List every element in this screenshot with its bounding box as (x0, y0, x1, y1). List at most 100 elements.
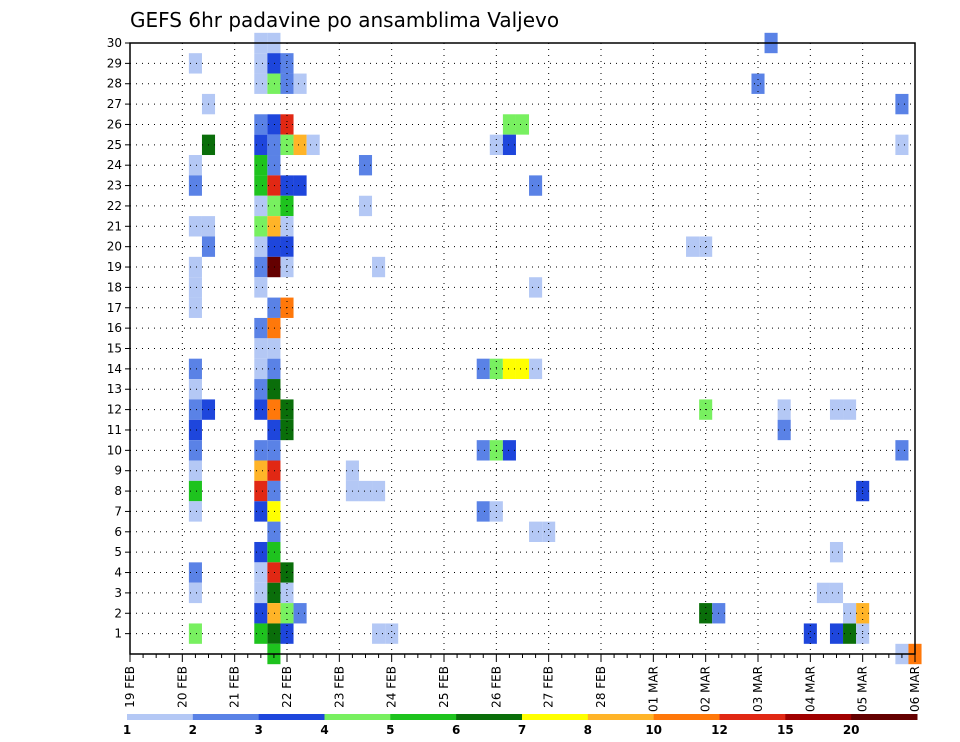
heatmap-cell (267, 603, 281, 624)
colorbar-swatch (522, 714, 589, 720)
heatmap-cell (254, 399, 268, 420)
heatmap-cell (188, 501, 202, 522)
heatmap-cell (254, 440, 268, 461)
heatmap-cell (476, 440, 490, 461)
heatmap-cell (188, 155, 202, 176)
heatmap-cell (372, 623, 386, 644)
heatmap-cell (267, 53, 281, 74)
y-tick-label: 29 (107, 56, 122, 70)
heatmap-cell (843, 623, 857, 644)
heatmap-cell (254, 134, 268, 156)
y-axis: 1234567891011121314151617181920212223242… (107, 36, 130, 641)
heatmap-cell (188, 562, 202, 583)
x-tick-label: 04 MAR (803, 666, 817, 712)
y-tick-label: 10 (107, 443, 122, 457)
y-tick-label: 11 (107, 423, 122, 437)
x-tick-label: 22 FEB (280, 666, 294, 708)
y-tick-label: 2 (114, 606, 122, 620)
heatmap-cell (267, 297, 281, 318)
heatmap-cell (254, 155, 268, 176)
heatmap-cell (254, 175, 268, 196)
x-tick-label: 28 FEB (594, 666, 608, 708)
heatmap-cell (188, 379, 202, 400)
colorbar-label: 3 (254, 723, 262, 737)
heatmap-cell (502, 114, 516, 135)
heatmap-cell (254, 114, 268, 135)
heatmap-cell (188, 358, 202, 380)
colorbar-label: 4 (320, 723, 328, 737)
heatmap-cell (515, 358, 530, 380)
heatmap-cell (267, 521, 281, 542)
heatmap-cell (529, 521, 543, 542)
heatmap-cell (188, 256, 202, 278)
colorbar-swatch (192, 714, 260, 720)
heatmap-cell (254, 73, 268, 94)
colorbar-swatch (324, 714, 391, 720)
y-tick-label: 16 (107, 321, 122, 335)
heatmap-cell (188, 216, 202, 237)
heatmap-cell (829, 623, 844, 644)
colorbar-swatch (390, 714, 457, 720)
heatmap-cell (358, 155, 373, 176)
heatmap-cell (751, 73, 765, 94)
colorbar-label: 6 (452, 723, 460, 737)
heatmap-cell (895, 134, 909, 156)
colorbar-label: 20 (843, 723, 860, 737)
heatmap-cell (267, 399, 281, 420)
colorbar-label: 15 (777, 723, 794, 737)
heatmap-cell (254, 317, 268, 339)
heatmap-cell (895, 440, 909, 461)
x-tick-label: 03 MAR (751, 666, 765, 712)
chart-title: GEFS 6hr padavine po ansamblima Valjevo (130, 8, 559, 32)
heatmap-cell (254, 480, 268, 502)
colorbar-label: 2 (189, 723, 197, 737)
heatmap-cell (476, 501, 490, 522)
heatmap-cell (502, 134, 516, 156)
y-tick-label: 21 (107, 219, 122, 233)
heatmap-cell (267, 419, 281, 441)
x-tick-label: 19 FEB (123, 666, 137, 708)
heatmap-cell (254, 277, 268, 298)
heatmap-cell (803, 623, 817, 644)
y-tick-label: 9 (114, 464, 122, 478)
y-tick-label: 26 (107, 117, 122, 131)
heatmap-cell (254, 501, 268, 522)
y-tick-label: 14 (107, 362, 122, 376)
heatmap-cell (816, 582, 830, 604)
heatmap-cell (267, 175, 281, 196)
x-axis: 19 FEB 20 FEB 21 FEB 22 FEB 23 FEB 24 FEB 25 F… (123, 654, 922, 712)
colorbar-swatch (587, 714, 655, 720)
heatmap-cell (254, 256, 268, 278)
heatmap-cell (188, 460, 202, 481)
heatmap-cell (267, 460, 281, 481)
heatmap-cell (188, 399, 202, 420)
heatmap-cell (254, 623, 268, 644)
y-tick-label: 3 (114, 586, 122, 600)
heatmap-cell (829, 582, 844, 604)
heatmap-cell (529, 277, 543, 298)
y-tick-label: 15 (107, 342, 122, 356)
heatmap-cell (254, 236, 268, 257)
heatmap-cell (515, 114, 530, 135)
grid-lines (130, 43, 915, 654)
x-tick-label: 05 MAR (856, 666, 870, 712)
y-tick-label: 6 (114, 525, 122, 539)
heatmap-cell (254, 582, 268, 604)
y-tick-label: 8 (114, 484, 122, 498)
colorbar-label: 8 (584, 723, 592, 737)
heatmap-cell (254, 53, 268, 74)
colorbar-swatch (258, 714, 325, 720)
y-tick-label: 28 (107, 77, 122, 91)
y-tick-label: 7 (114, 504, 122, 518)
heatmap-cell (254, 195, 268, 217)
heatmap-cell (188, 623, 202, 644)
heatmap-cell (358, 480, 373, 502)
x-tick-label: 24 FEB (385, 666, 399, 708)
heatmap-cell (254, 603, 268, 624)
heatmap-cell (188, 440, 202, 461)
heatmap-cell (267, 501, 281, 522)
heatmap-cell (358, 195, 373, 217)
colorbar-label: 12 (711, 723, 728, 737)
heatmap-cell (267, 582, 281, 604)
